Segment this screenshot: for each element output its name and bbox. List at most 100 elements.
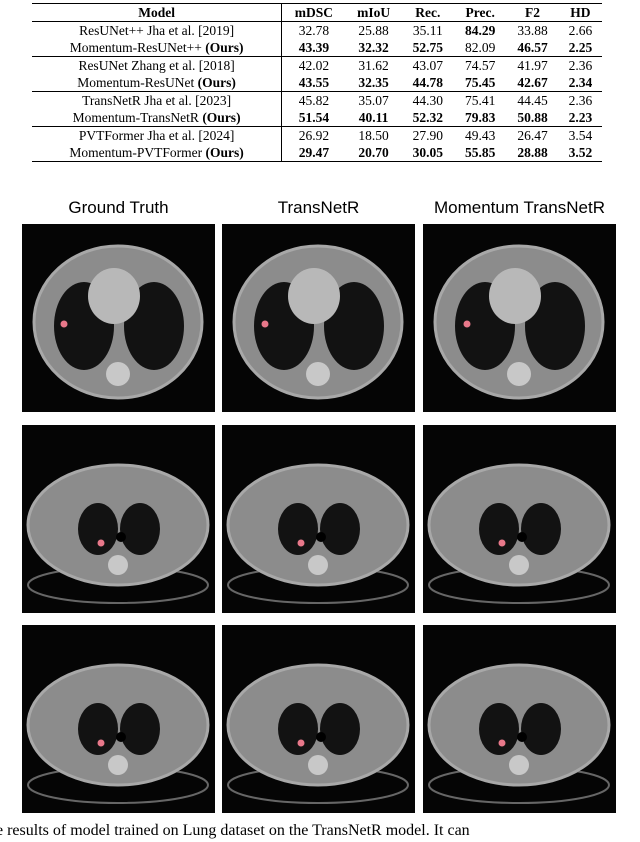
model-name: PVTFormer Jha et al. [2024] — [78, 128, 235, 143]
ct-image — [222, 425, 415, 613]
metric-cell: 79.83 — [454, 109, 506, 127]
metric-value: 40.11 — [358, 110, 389, 125]
ct-image — [22, 224, 215, 412]
spine — [306, 362, 330, 386]
table-row: Momentum-PVTFormer (Ours) 29.47 20.70 30.05… — [32, 144, 602, 162]
metric-value: 35.07 — [358, 93, 389, 108]
metric-cell: 42.02 — [281, 56, 346, 74]
metric-cell: 74.57 — [454, 57, 506, 75]
model-name: ResUNet++ Jha et al. [2019] — [79, 23, 235, 38]
caption-text: e results of model trained on Lung datas… — [0, 822, 470, 839]
metric-value: 35.11 — [412, 23, 443, 38]
ct-image — [222, 625, 415, 813]
metric-value: 43.55 — [298, 75, 330, 90]
model-cell: Momentum-TransNetR (Ours) — [32, 109, 282, 127]
metric-value: 2.25 — [568, 40, 593, 55]
column-title: Momentum TransNetR — [434, 198, 605, 217]
model-cell: Momentum-ResUNet (Ours) — [32, 74, 282, 92]
body — [26, 663, 210, 787]
metric-value: 75.45 — [464, 75, 496, 90]
lesion — [297, 739, 305, 747]
metric-cell: 42.67 — [506, 74, 558, 92]
metric-cell: 25.88 — [346, 22, 402, 40]
ct-image — [423, 224, 616, 412]
trachea — [316, 732, 326, 742]
model-tag: (Ours) — [205, 145, 244, 160]
metric-cell: 18.50 — [346, 127, 402, 145]
metric-cell: 50.88 — [506, 109, 558, 127]
metric-value: 74.57 — [464, 58, 496, 73]
metric-cell: 40.11 — [346, 109, 402, 127]
body — [427, 663, 611, 787]
metric-value: 44.78 — [412, 75, 443, 90]
spine — [106, 362, 130, 386]
model-name: Momentum-ResUNet — [77, 75, 195, 90]
spine — [308, 555, 328, 575]
metric-cell: 33.88 — [506, 22, 558, 40]
metric-value: 52.32 — [412, 110, 443, 125]
lung — [278, 503, 318, 555]
table-row: Momentum-TransNetR (Ours) 51.54 40.11 52.32… — [32, 109, 602, 127]
lung — [78, 703, 118, 755]
metric-cell: 32.35 — [346, 74, 402, 92]
lesion — [60, 320, 68, 328]
model-name: TransNetR Jha et al. [2023] — [82, 93, 232, 108]
spine — [108, 555, 128, 575]
spine — [509, 755, 529, 775]
model-cell: ResUNet++ Jha et al. [2019] — [32, 22, 282, 40]
metric-cell: 30.05 — [402, 144, 454, 162]
lung — [320, 703, 360, 755]
lung — [78, 503, 118, 555]
heart — [288, 268, 340, 324]
column-title: TransNetR — [277, 198, 360, 217]
metric-cell: 29.47 — [281, 144, 346, 162]
metric-cell: 52.75 — [402, 39, 454, 57]
metric-value: 43.39 — [298, 40, 330, 55]
metric-value: 27.90 — [412, 128, 443, 143]
table-row: TransNetR Jha et al. [2023] 45.82 35.07 44.… — [32, 91, 602, 110]
model-cell: Momentum-ResUNet++ (Ours) — [32, 39, 282, 57]
metric-value: 42.67 — [517, 75, 548, 90]
metric-cell: 32.78 — [281, 21, 346, 39]
model-tag: (Ours) — [202, 110, 241, 125]
metric-value: 29.47 — [298, 145, 330, 160]
metric-cell: 2.23 — [559, 109, 602, 127]
metric-value: 79.83 — [464, 110, 496, 125]
metric-value: 2.66 — [568, 23, 593, 38]
metric-cell: 45.82 — [281, 91, 346, 109]
metric-cell: 20.70 — [346, 144, 402, 162]
metric-cell: 3.54 — [559, 127, 602, 145]
metric-value: 41.97 — [517, 58, 548, 73]
metric-value: 43.07 — [412, 58, 443, 73]
table-row: Momentum-ResUNet (Ours) 43.55 32.35 44.78 75… — [32, 74, 602, 92]
metric-value: 30.05 — [412, 145, 443, 160]
metric-value: 2.36 — [568, 58, 593, 73]
lesion — [97, 539, 105, 547]
metric-cell: 44.30 — [402, 92, 454, 110]
metric-value: 44.30 — [412, 93, 443, 108]
column-header: mIoU — [357, 5, 391, 20]
lesion — [463, 320, 471, 328]
column-title: Ground Truth — [68, 198, 169, 217]
header-row: Model mDSC mIoU Rec. Prec. F2 HD — [32, 3, 602, 22]
trachea — [116, 732, 126, 742]
trachea — [517, 732, 527, 742]
metric-value: 44.45 — [517, 93, 548, 108]
metric-value: 52.75 — [412, 40, 443, 55]
metric-cell: 35.11 — [402, 22, 454, 40]
model-cell: Momentum-PVTFormer (Ours) — [32, 144, 282, 162]
lung — [525, 282, 585, 370]
metric-value: 31.62 — [358, 58, 389, 73]
metric-cell: 3.52 — [559, 144, 602, 162]
column-header: Prec. — [465, 5, 495, 20]
metric-value: 49.43 — [464, 128, 496, 143]
metric-value: 50.88 — [517, 110, 548, 125]
column-header: mDSC — [281, 3, 346, 22]
metric-value: 26.92 — [298, 128, 330, 143]
lung — [320, 503, 360, 555]
metric-cell: 75.41 — [454, 92, 506, 110]
metric-cell: 43.07 — [402, 57, 454, 75]
model-tag: (Ours) — [197, 75, 236, 90]
metric-cell: 51.54 — [281, 109, 346, 127]
table-row: ResUNet++ Jha et al. [2019] 32.78 25.88 35.… — [32, 21, 602, 40]
